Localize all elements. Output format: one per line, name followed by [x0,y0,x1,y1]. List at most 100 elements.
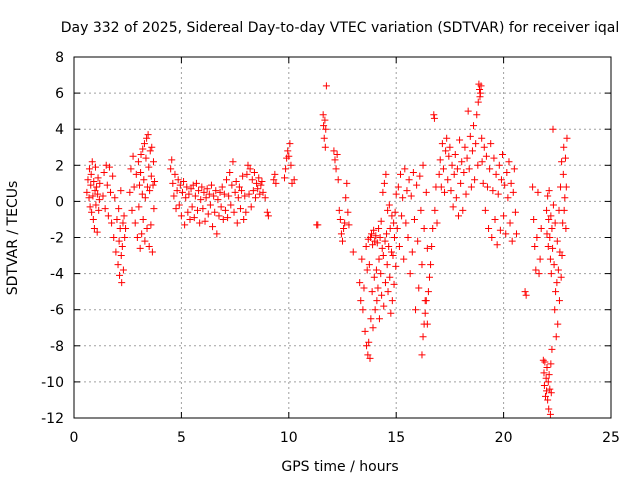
data-point [217,203,225,211]
data-point [530,215,538,223]
data-point [345,221,353,229]
data-point [552,333,560,341]
data-point [321,143,329,151]
data-point [384,288,392,296]
data-point [366,354,374,362]
data-point [560,206,568,214]
data-point [85,165,93,173]
data-point [254,185,262,193]
data-point [147,221,155,229]
data-point [392,262,400,270]
data-point [492,170,500,178]
data-point [366,234,374,241]
data-point [358,255,366,263]
data-point [398,212,406,220]
data-point [130,183,138,191]
data-point [129,152,137,160]
data-point [473,111,481,119]
data-point [542,374,550,382]
data-point [336,215,344,223]
y-tick-label: -2 [50,231,64,247]
data-point [201,217,209,225]
data-point [465,165,473,173]
data-point [121,234,129,241]
data-point [540,369,548,377]
data-point [108,219,116,227]
data-point [218,183,226,191]
data-point [386,224,394,232]
data-point [493,241,501,249]
x-tick-label: 0 [70,430,79,446]
data-point [246,165,254,173]
data-point [126,188,134,196]
data-point [349,248,357,256]
data-point [437,183,445,191]
data-point [143,183,151,191]
data-point [118,279,126,287]
data-point [393,224,401,232]
data-point [139,145,147,153]
data-point [552,288,560,296]
data-point [357,297,365,305]
data-point [431,206,439,214]
data-point [91,187,99,195]
y-tick-label: -8 [50,339,64,355]
data-point [536,255,544,263]
data-point [206,201,214,209]
data-point [231,188,239,196]
data-point [107,188,115,196]
data-point [391,208,399,216]
data-point [119,266,127,274]
data-point [365,261,373,269]
data-point [203,185,211,193]
data-point [211,208,219,216]
data-point [137,169,145,177]
data-point [394,183,402,191]
data-point [191,192,199,200]
data-point [227,201,235,209]
data-point [172,205,180,213]
data-point [544,396,552,404]
data-point [433,219,441,227]
data-point [409,169,417,177]
data-point [234,194,242,202]
data-point [549,244,557,252]
data-point [139,215,147,223]
data-point [148,248,156,256]
data-point [429,224,437,232]
data-point [132,170,140,178]
data-point [406,270,414,278]
data-point [414,237,422,245]
data-point [551,306,559,314]
data-point [549,125,557,133]
data-point [183,183,191,191]
data-point [369,241,377,249]
data-point [466,132,474,140]
data-point [481,206,489,214]
data-point [476,89,484,97]
data-point [169,179,177,187]
data-point [387,248,395,256]
data-point [468,147,476,155]
data-point [341,219,349,227]
chart-title: Day 332 of 2025, Sidereal Day-to-day VTE… [61,20,619,36]
data-point [138,230,146,238]
data-point [185,190,193,198]
data-point [95,196,103,204]
data-point [556,248,564,256]
data-point [375,255,383,263]
data-point [226,169,234,177]
data-point [359,306,367,314]
data-point [383,230,391,238]
data-points [83,80,571,418]
data-point [195,187,203,195]
data-point [187,185,195,193]
data-point [521,288,529,296]
data-point [553,279,561,287]
data-point [381,237,389,245]
data-point [396,170,404,178]
data-point [404,234,412,241]
data-point [101,205,109,213]
data-point [452,194,460,202]
data-point [288,179,296,187]
